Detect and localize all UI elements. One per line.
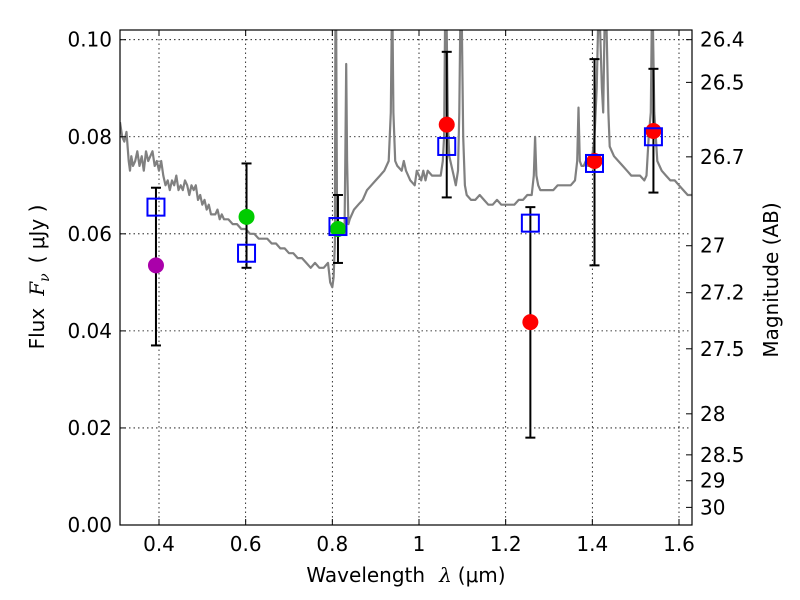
model-flux-square (146, 197, 166, 217)
model-flux-square (585, 153, 604, 173)
observed-flux-point (586, 153, 603, 170)
magnitude-tick-label: 26.4 (700, 28, 745, 52)
observed-flux-point (147, 257, 164, 274)
magnitude-tick-label: 28 (700, 402, 725, 426)
magnitude-tick-label: 28.5 (700, 443, 745, 467)
magnitude-tick-label: 30 (700, 495, 725, 519)
x-axis-ticks: 0.4 0.6 0.8 1 1.2 1.4 1.6 (143, 30, 695, 556)
y-axis-ticks: 0.00 0.02 0.04 0.06 0.08 0.10 (67, 28, 126, 537)
magnitude-tick-label: 27.2 (700, 281, 745, 305)
y-tick-label: 0.08 (67, 125, 112, 149)
observed-flux-point (438, 116, 455, 133)
model-flux-square (643, 127, 663, 147)
model-flux-square (328, 217, 348, 237)
y-tick-label: 0.10 (67, 28, 112, 52)
x-tick-label: 0.6 (230, 532, 262, 556)
x-tick-label: 1.6 (663, 532, 695, 556)
x-tick-label: 1 (413, 532, 426, 556)
grid-lines (120, 30, 692, 525)
x-axis-label: Wavelength λ (μm) (306, 563, 505, 587)
y-tick-label: 0.02 (67, 416, 112, 440)
model-flux-square (437, 136, 457, 156)
x-tick-label: 1.2 (490, 532, 522, 556)
x-tick-label: 0.8 (316, 532, 348, 556)
magnitude-axis-label: Magnitude (AB) (759, 202, 783, 357)
observed-flux-point (238, 208, 255, 225)
plot-frame (119, 29, 693, 526)
y-tick-label: 0.06 (67, 222, 112, 246)
magnitude-tick-label: 27 (700, 234, 725, 258)
magnitude-tick-label: 26.5 (700, 70, 745, 94)
observed-flux-point (329, 220, 346, 237)
y-tick-label: 0.04 (67, 319, 112, 343)
observed-flux-point (522, 314, 539, 331)
x-tick-label: 1.4 (576, 532, 608, 556)
model-flux-squares (146, 127, 663, 263)
magnitude-tick-label: 29 (700, 469, 725, 493)
magnitude-tick-label: 26.7 (700, 145, 745, 169)
magnitude-tick-label: 27.5 (700, 337, 745, 361)
model-flux-square (520, 213, 540, 233)
observed-flux-point (645, 122, 662, 139)
observed-flux-points (147, 116, 662, 331)
x-tick-label: 0.4 (143, 532, 175, 556)
y-tick-label: 0.00 (67, 513, 112, 537)
model-flux-square (237, 243, 257, 263)
y-axis-label: FluxFν( μJy ) (25, 205, 53, 350)
